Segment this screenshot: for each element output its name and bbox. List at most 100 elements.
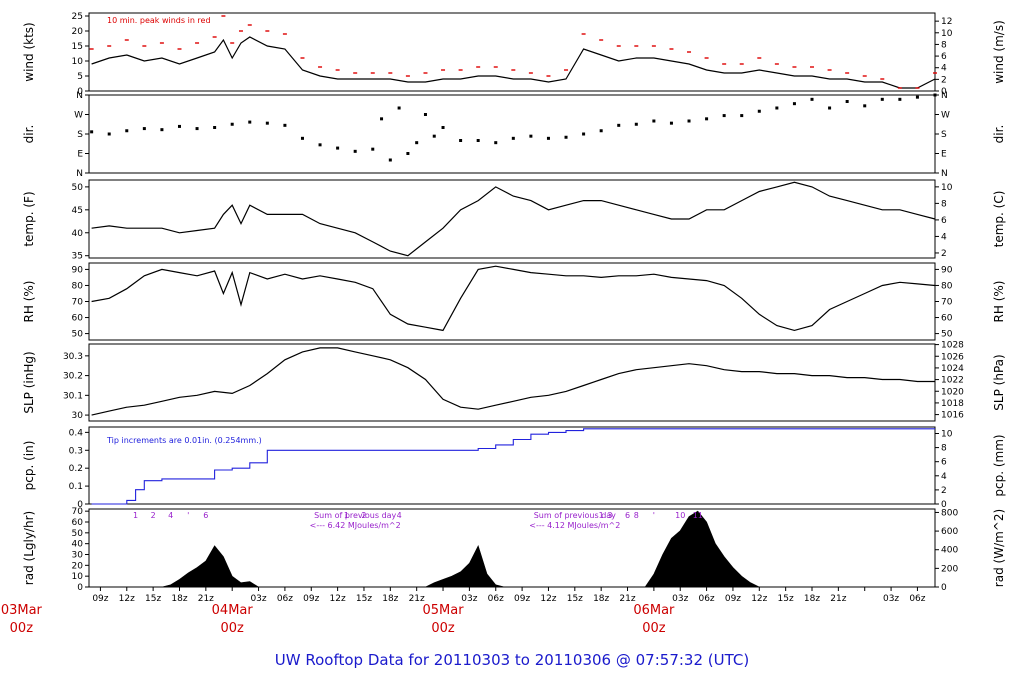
panel-frame-wind: [88, 12, 936, 92]
data-point-dir: [336, 146, 340, 150]
panel-rad: [85, 508, 939, 588]
hour-marker-label: 10: [675, 511, 685, 520]
data-point-dir: [915, 95, 919, 99]
x-tick-label: 09z: [514, 594, 530, 604]
y-tick-label-left: 35: [72, 252, 83, 262]
data-point-dir: [265, 121, 269, 125]
data-point-dir: [810, 97, 814, 101]
data-point-dir: [511, 136, 515, 140]
y-tick-label-left: 30: [72, 551, 84, 561]
y-tick-label-right: 8: [941, 199, 947, 209]
panel-rh: [85, 262, 939, 341]
hour-marker-label: 1: [599, 511, 604, 520]
panel-frame-dir: [88, 94, 936, 174]
x-tick-label: 21z: [619, 594, 635, 604]
y-tick-label-left: 45: [72, 206, 83, 216]
day-label-time: 00z: [431, 621, 455, 636]
y-axis-title-left: wind (kts): [22, 22, 36, 81]
data-point-dir: [213, 126, 217, 129]
data-point-dir: [933, 93, 937, 97]
y-tick-label-left: 25: [72, 12, 83, 22]
area-series-rad: [91, 510, 935, 588]
y-tick-label-right: 10: [941, 29, 953, 39]
data-point-dir: [380, 117, 384, 121]
y-tick-label-left: 90: [72, 265, 84, 275]
y-tick-label-right: 90: [941, 265, 953, 275]
data-point-dir: [230, 122, 234, 126]
y-tick-label-left: 30.3: [63, 352, 83, 362]
x-tick-label: 15z: [567, 594, 583, 604]
y-axis-title-right: pcp. (mm): [992, 434, 1006, 496]
y-axis-title-left: pcp. (in): [22, 441, 36, 491]
x-tick-label: 03z: [883, 594, 899, 604]
y-tick-label-left: 60: [72, 518, 84, 528]
data-point-dir: [107, 132, 111, 136]
data-point-dir: [459, 139, 463, 142]
data-point-dir: [160, 128, 164, 132]
y-axis-title-right: temp. (C): [992, 191, 1006, 248]
day-label-time: 00z: [10, 621, 34, 636]
x-tick-label: 21z: [198, 594, 214, 604]
y-tick-label-right: 1026: [941, 352, 964, 362]
data-point-dir: [740, 114, 744, 118]
x-tick-label: 18z: [171, 594, 187, 604]
data-point-dir: [90, 130, 94, 134]
data-point-dir: [652, 119, 656, 123]
y-tick-label-right: 6: [941, 216, 947, 226]
y-tick-label-right: N: [941, 169, 948, 179]
y-tick-label-right: 0: [941, 583, 947, 593]
data-point-dir: [353, 149, 357, 153]
hour-marker-label: 6: [203, 511, 208, 520]
data-point-dir: [634, 122, 638, 126]
data-point-dir: [880, 97, 884, 101]
y-tick-label-left: 0: [77, 87, 83, 97]
y-tick-label-left: 30.2: [63, 372, 83, 382]
x-tick-label: 06z: [698, 594, 714, 604]
x-tick-label: 03z: [250, 594, 266, 604]
data-point-dir: [388, 158, 392, 162]
panel-frame-slp: [88, 343, 936, 422]
hour-marker-label: 4: [397, 511, 402, 520]
step-series-pcp: [91, 428, 935, 505]
day-label-time: 00z: [221, 621, 245, 636]
x-tick-label: 06z: [909, 594, 925, 604]
y-axis-title-left: RH (%): [22, 281, 36, 323]
data-point-dir: [125, 129, 129, 133]
y-tick-label-right: 1022: [941, 376, 964, 386]
y-tick-label-left: 80: [72, 281, 84, 291]
y-axis-title-right: rad (W/m^2): [992, 509, 1006, 587]
data-point-dir: [441, 126, 445, 129]
y-tick-label-left: 40: [72, 229, 84, 239]
y-tick-label-right: 8: [941, 40, 947, 50]
x-tick-label: 03z: [461, 594, 477, 604]
x-tick-label: 15z: [145, 594, 161, 604]
y-axis-title-right: dir.: [992, 125, 1006, 144]
y-tick-label-left: 70: [72, 507, 84, 517]
x-tick-label: 06z: [488, 594, 504, 604]
data-point-dir: [582, 132, 586, 136]
y-tick-label-left: 0.4: [69, 428, 84, 438]
y-tick-label-right: 200: [941, 564, 958, 574]
annotation-radiation-sum: Sum of previous day: [314, 511, 396, 520]
y-tick-label-right: 0: [941, 87, 947, 97]
y-tick-label-right: 4: [941, 472, 947, 482]
data-point-dir: [775, 106, 779, 110]
y-axis-title-left: rad (Lgly/hr): [22, 511, 36, 585]
line-series-slp: [91, 347, 935, 416]
y-tick-label-right: 600: [941, 527, 958, 537]
data-point-dir: [423, 113, 427, 116]
hour-marker-label: ': [187, 511, 189, 520]
y-tick-label-right: 80: [941, 281, 953, 291]
y-tick-label-right: 0: [941, 500, 947, 510]
y-axis-title-right: SLP (hPa): [992, 354, 1006, 410]
y-tick-label-right: 1028: [941, 341, 964, 351]
data-point-dir: [248, 120, 252, 124]
data-point-dir: [617, 123, 621, 127]
y-tick-label-right: 8: [941, 444, 947, 454]
y-axis-title-left: SLP (inHg): [22, 351, 36, 413]
panel-slp: [85, 343, 939, 422]
data-point-dir: [687, 119, 691, 123]
x-tick-label: 09z: [725, 594, 741, 604]
panel-pcp: [85, 426, 939, 505]
hour-marker-label: 1: [344, 511, 349, 520]
